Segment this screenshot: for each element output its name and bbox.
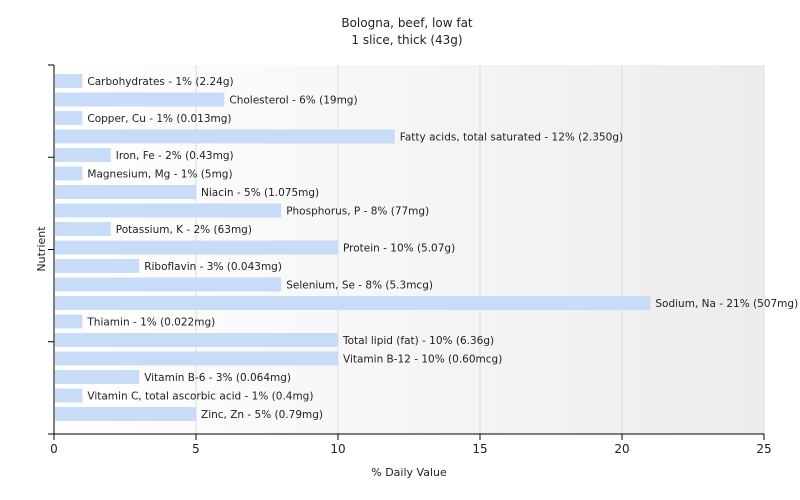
bar-label-3: Fatty acids, total saturated - 12% (2.35… xyxy=(400,132,623,144)
bar-2 xyxy=(55,111,83,125)
bar-10 xyxy=(55,259,140,273)
x-tick-label-3: 15 xyxy=(472,442,487,456)
bar-3 xyxy=(55,129,395,144)
bar-label-15: Vitamin B-12 - 10% (0.60mcg) xyxy=(343,354,502,366)
bar-12 xyxy=(55,296,651,310)
bar-label-14: Total lipid (fat) - 10% (6.36g) xyxy=(342,335,494,347)
bar-label-13: Thiamin - 1% (0.022mg) xyxy=(86,317,215,329)
bar-label-6: Niacin - 5% (1.075mg) xyxy=(201,187,319,199)
x-tick-label-0: 0 xyxy=(50,442,58,456)
bar-6 xyxy=(55,185,196,199)
chart-title: Bologna, beef, low fat xyxy=(341,16,473,30)
bar-label-12: Sodium, Na - 21% (507mg) xyxy=(655,298,798,310)
bar-7 xyxy=(55,203,282,218)
bar-label-0: Carbohydrates - 1% (2.24g) xyxy=(87,76,233,88)
y-axis-title: Nutrient xyxy=(35,226,48,272)
bar-14 xyxy=(55,333,338,347)
bar-5 xyxy=(55,166,83,181)
bar-0 xyxy=(55,74,83,88)
bar-9 xyxy=(55,240,338,255)
bar-17 xyxy=(55,388,83,403)
bar-label-2: Copper, Cu - 1% (0.013mg) xyxy=(87,113,231,125)
bar-label-5: Magnesium, Mg - 1% (5mg) xyxy=(87,169,232,181)
x-axis-title: % Daily Value xyxy=(371,466,447,479)
bar-label-7: Phosphorus, P - 8% (77mg) xyxy=(286,206,429,218)
bar-label-18: Zinc, Zn - 5% (0.79mg) xyxy=(201,409,323,421)
x-tick-label-2: 10 xyxy=(330,442,345,456)
bar-label-8: Potassium, K - 2% (63mg) xyxy=(116,224,252,236)
bars-group: Carbohydrates - 1% (2.24g) Cholesterol - … xyxy=(55,74,798,421)
x-tick-label-5: 25 xyxy=(756,442,771,456)
bar-13 xyxy=(55,314,83,329)
bar-label-10: Riboflavin - 3% (0.043mg) xyxy=(144,261,282,273)
bar-1 xyxy=(55,92,225,107)
bar-label-17: Vitamin C, total ascorbic acid - 1% (0.4… xyxy=(87,391,313,403)
bar-label-4: Iron, Fe - 2% (0.43mg) xyxy=(116,150,234,162)
bar-8 xyxy=(55,222,111,236)
x-tick-label-1: 5 xyxy=(192,442,200,456)
bar-4 xyxy=(55,148,111,162)
bar-label-1: Cholesterol - 6% (19mg) xyxy=(229,95,357,107)
bar-label-11: Selenium, Se - 8% (5.3mcg) xyxy=(286,280,433,292)
bar-label-9: Protein - 10% (5.07g) xyxy=(343,243,455,255)
bar-16 xyxy=(55,370,140,384)
axes-group: 0 5 10 15 20 25 xyxy=(48,64,772,456)
chart-subtitle: 1 slice, thick (43g) xyxy=(351,33,462,47)
bar-18 xyxy=(55,407,196,421)
bar-11 xyxy=(55,277,282,292)
bar-15 xyxy=(55,351,338,366)
bar-label-16: Vitamin B-6 - 3% (0.064mg) xyxy=(144,372,291,384)
x-tick-label-4: 20 xyxy=(614,442,629,456)
